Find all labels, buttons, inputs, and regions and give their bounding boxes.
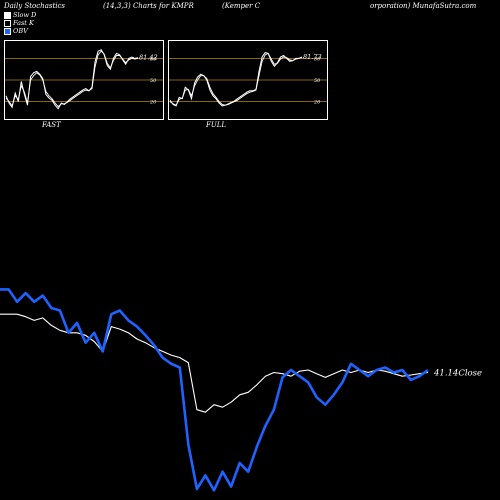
close-price-annotation: 41.14Close [433,368,482,378]
price-series-line [0,313,429,413]
full-value-label: 81.73 [303,53,322,61]
full-series-line-0 [169,52,303,107]
legend-item-obv: OBV [4,27,28,35]
full-stochastic-panel: 80 50 20 81.73 [168,40,328,120]
legend-label-slow-d: Slow D [13,11,37,19]
obv-series-line [0,288,429,492]
legend-label-obv: OBV [13,27,28,35]
legend-swatch-obv [4,27,11,35]
chart-title-right-b: orporation) MunafaSutra.com [370,2,477,10]
legend-label-fast-k: Fast K [13,19,34,27]
full-tick-label: 80 [314,56,321,62]
chart-title-left: Daily Stochastics [4,2,66,10]
legend-swatch-slow-d [4,11,11,19]
full-tick-label: 50 [314,78,321,84]
legend-swatch-fast-k [4,19,11,27]
chart-title-middle: (14,3,3) Charts for KMPR [103,2,194,10]
fast-tick-label: 20 [149,100,157,106]
obv-price-chart: 41.14Close [0,288,482,492]
full-series-line-1 [169,52,303,106]
legend-item-slow-d: Slow D [4,11,36,19]
full-tick-label: 20 [313,100,321,106]
fast-value-label: 81.42 [139,54,158,62]
fast-tick-label: 50 [150,78,157,84]
legend-item-fast-k: Fast K [4,19,34,27]
fast-stochastic-panel: 80 50 20 81.42 [4,40,164,120]
chart-title-right-a: (Kemper C [222,2,261,10]
fast-series-line-1 [5,50,139,108]
fast-tick-label: 80 [150,56,157,62]
fast-panel-label: FAST [42,121,61,129]
full-panel-label: FULL [206,121,227,129]
